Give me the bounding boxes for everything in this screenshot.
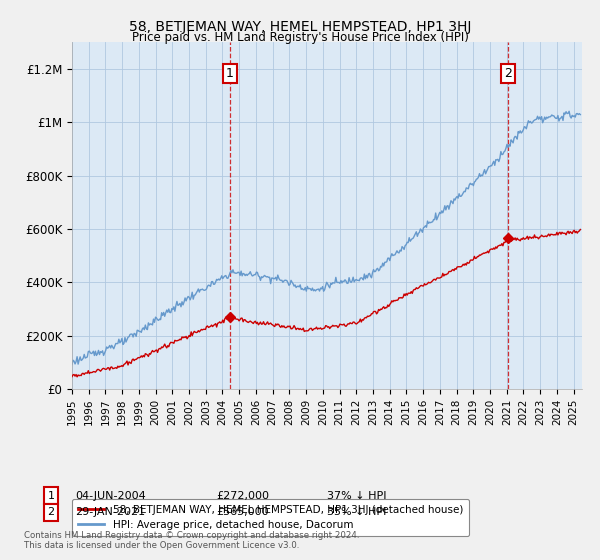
Text: Price paid vs. HM Land Registry's House Price Index (HPI): Price paid vs. HM Land Registry's House … — [131, 31, 469, 44]
Text: 37% ↓ HPI: 37% ↓ HPI — [327, 491, 386, 501]
Legend: 58, BETJEMAN WAY, HEMEL HEMPSTEAD, HP1 3HJ (detached house), HPI: Average price,: 58, BETJEMAN WAY, HEMEL HEMPSTEAD, HP1 3… — [72, 498, 469, 536]
Text: £565,000: £565,000 — [216, 507, 269, 517]
Text: 04-JUN-2004: 04-JUN-2004 — [75, 491, 146, 501]
Text: 2: 2 — [504, 67, 512, 80]
Text: 29-JAN-2021: 29-JAN-2021 — [75, 507, 145, 517]
Text: 1: 1 — [226, 67, 233, 80]
Text: 2: 2 — [47, 507, 55, 517]
Text: Contains HM Land Registry data © Crown copyright and database right 2024.
This d: Contains HM Land Registry data © Crown c… — [24, 530, 359, 550]
Text: £272,000: £272,000 — [216, 491, 269, 501]
Text: 35% ↓ HPI: 35% ↓ HPI — [327, 507, 386, 517]
Text: 1: 1 — [47, 491, 55, 501]
Text: 58, BETJEMAN WAY, HEMEL HEMPSTEAD, HP1 3HJ: 58, BETJEMAN WAY, HEMEL HEMPSTEAD, HP1 3… — [129, 20, 471, 34]
